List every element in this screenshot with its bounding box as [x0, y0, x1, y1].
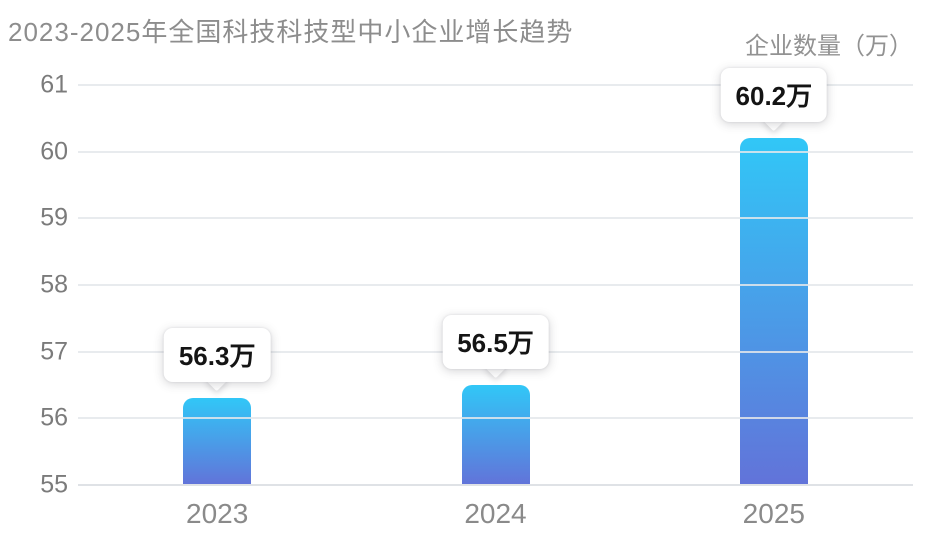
x-axis-label-2025: 2025 [742, 498, 805, 529]
y-tick-label-61: 61 [40, 70, 68, 99]
y-tick-label-55: 55 [40, 470, 68, 499]
bar-2023[interactable] [183, 398, 252, 485]
x-axis-label-2023: 2023 [186, 498, 249, 529]
x-axis-line [78, 484, 913, 486]
gridline-61 [78, 84, 913, 86]
y-tick-label-57: 57 [40, 337, 68, 366]
x-axis-label-2024: 2024 [464, 498, 527, 529]
y-tick-label-59: 59 [40, 203, 68, 232]
gridline-59 [78, 217, 913, 220]
data-label-2024: 56.5万 [442, 315, 549, 379]
y-axis-unit-label: 企业数量（万） [745, 33, 913, 60]
bar-2024[interactable] [461, 385, 530, 485]
bar-2025[interactable] [739, 138, 808, 485]
gridline-58 [78, 284, 913, 286]
y-tick-label-56: 56 [40, 403, 68, 432]
data-label-text: 56.5万 [442, 315, 549, 369]
gridline-56 [78, 417, 913, 420]
y-tick-label-58: 58 [40, 270, 68, 299]
gridline-60 [78, 150, 913, 153]
data-label-text: 56.3万 [163, 328, 271, 383]
data-label-2023: 56.3万 [163, 328, 271, 392]
data-label-text: 60.2万 [720, 68, 828, 123]
chart-title: 2023-2025年全国科技科技型中小企业增长趋势 [8, 17, 574, 47]
y-tick-label-60: 60 [40, 137, 68, 166]
data-label-2025: 60.2万 [720, 68, 828, 132]
